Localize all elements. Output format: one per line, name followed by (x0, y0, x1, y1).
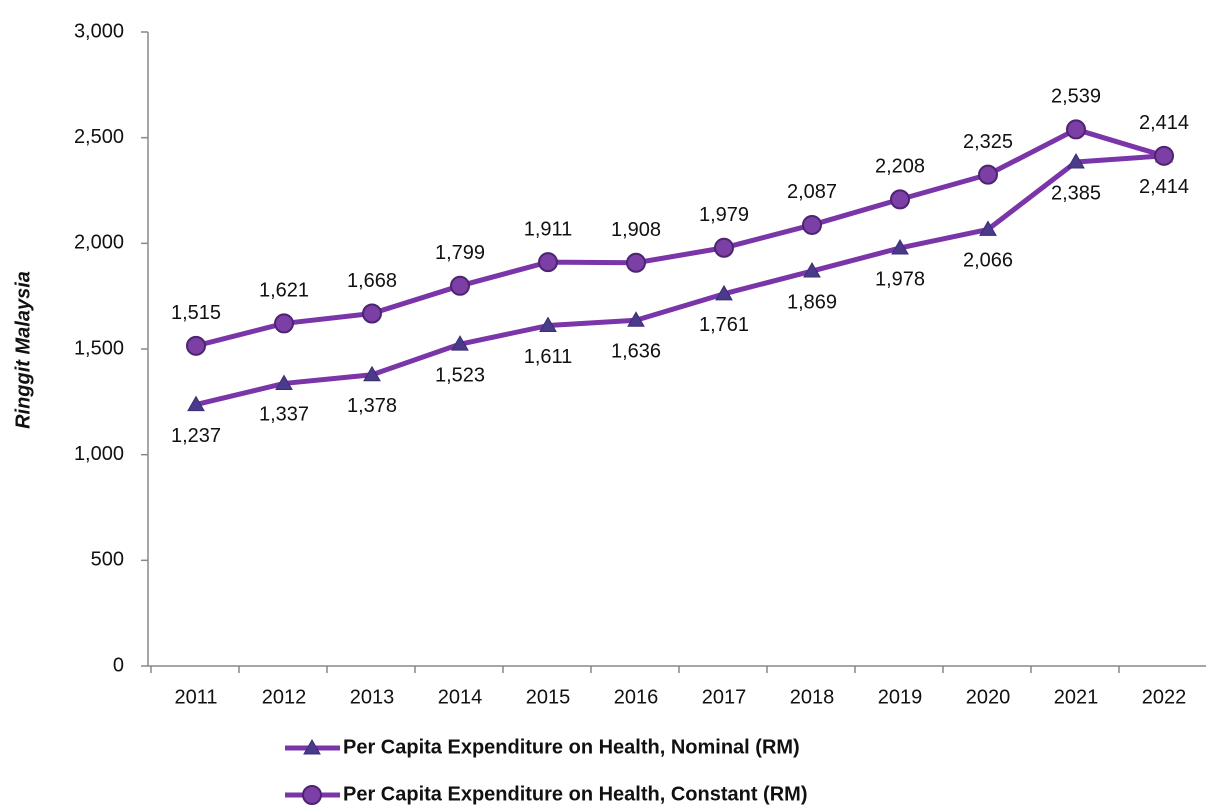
data-point (803, 262, 821, 278)
data-point (979, 220, 997, 236)
data-label: 2,385 (1051, 182, 1101, 204)
data-label: 1,869 (787, 291, 837, 313)
data-label: 2,539 (1051, 86, 1101, 108)
x-tick-label: 2021 (1054, 686, 1099, 708)
y-tick-label: 1,000 (74, 443, 124, 465)
legend-label: Per Capita Expenditure on Health, Consta… (343, 783, 807, 805)
y-tick-label: 0 (113, 654, 124, 676)
data-point (626, 252, 646, 273)
data-label: 1,237 (171, 425, 221, 447)
y-tick-label: 2,500 (74, 126, 124, 148)
data-label: 1,523 (435, 364, 485, 386)
data-point (627, 311, 645, 327)
data-label: 1,979 (699, 204, 749, 226)
data-label: 1,908 (611, 219, 661, 241)
x-tick-label: 2019 (878, 686, 923, 708)
data-point (450, 275, 470, 296)
data-label: 2,414 (1139, 112, 1189, 134)
data-point (275, 374, 293, 390)
data-point (187, 395, 205, 412)
data-label: 2,066 (963, 250, 1013, 272)
data-label: 2,414 (1139, 176, 1189, 198)
data-label: 1,978 (875, 268, 925, 290)
y-tick-label: 500 (91, 549, 124, 571)
data-label: 1,799 (435, 242, 485, 264)
x-tick-label: 2018 (790, 686, 835, 708)
data-point (715, 284, 733, 301)
x-tick-label: 2012 (262, 686, 307, 708)
x-tick-label: 2017 (702, 686, 747, 708)
data-point (978, 164, 998, 185)
data-point (890, 189, 910, 210)
data-point (538, 252, 558, 273)
x-tick-label: 2011 (174, 686, 217, 708)
x-tick-label: 2013 (350, 686, 395, 708)
legend-marker (302, 785, 322, 805)
data-point (891, 238, 909, 255)
data-label: 2,087 (787, 181, 837, 203)
legend-label: Per Capita Expenditure on Health, Nomina… (343, 736, 800, 758)
data-label: 1,761 (699, 314, 749, 336)
x-tick-label: 2020 (966, 686, 1011, 708)
data-label: 2,208 (875, 156, 925, 178)
data-point (714, 237, 734, 258)
data-point (363, 365, 381, 382)
data-label: 1,378 (347, 395, 397, 417)
y-tick-label: 3,000 (74, 20, 124, 42)
data-label: 1,611 (524, 346, 573, 368)
data-label: 1,911 (524, 218, 573, 240)
data-label: 1,337 (259, 404, 309, 426)
data-label: 1,636 (611, 341, 661, 363)
data-point (186, 335, 206, 356)
x-tick-label: 2016 (614, 686, 659, 708)
data-label: 2,325 (963, 131, 1013, 153)
x-tick-label: 2014 (438, 686, 483, 708)
data-point (1154, 145, 1174, 166)
data-label: 1,515 (171, 302, 221, 324)
legend-marker (303, 738, 321, 755)
data-point (451, 335, 469, 351)
series-line (195, 126, 1165, 349)
x-tick-label: 2015 (526, 686, 571, 708)
y-axis-label: Ringgit Malaysia (12, 271, 34, 429)
data-point (539, 316, 557, 333)
series-line (195, 153, 1165, 408)
data-point (802, 214, 822, 235)
data-point (274, 313, 294, 334)
data-label: 1,621 (259, 280, 309, 302)
y-tick-label: 1,500 (74, 337, 124, 359)
data-label: 1,668 (347, 270, 397, 292)
data-point (362, 303, 382, 324)
data-point (1067, 152, 1085, 169)
y-tick-label: 2,000 (74, 232, 124, 254)
data-point (1066, 119, 1086, 140)
x-tick-label: 2022 (1142, 686, 1187, 708)
